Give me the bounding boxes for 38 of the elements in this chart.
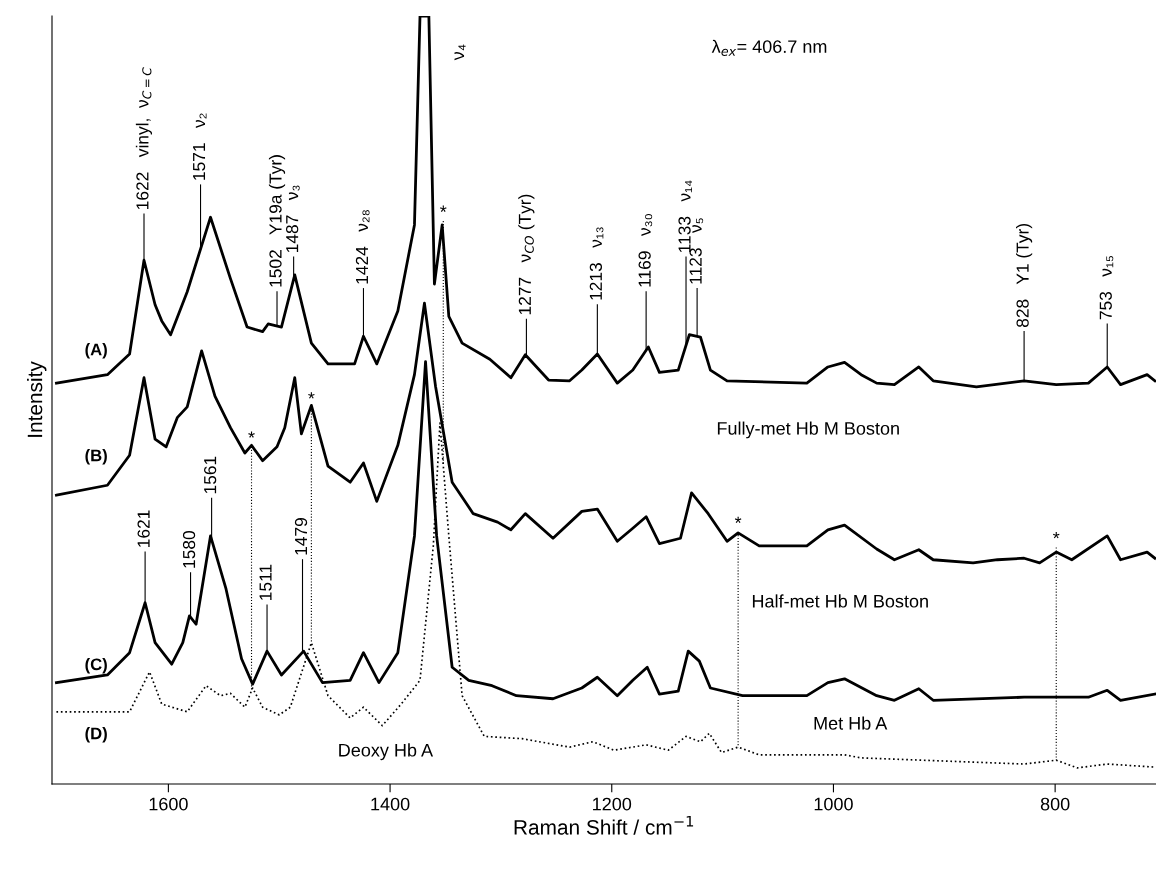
series-label: (A) (85, 343, 107, 359)
y-axis-title: Intensity (27, 361, 47, 437)
annotation: 1479 (294, 518, 308, 555)
annotation: 1511 (259, 564, 272, 600)
annotation: 753 ν₁₅ (1099, 256, 1114, 320)
annotation: * (734, 516, 742, 523)
annotation: 1580 (182, 531, 196, 568)
annotation: Met Hb A (814, 716, 888, 730)
x-tick-label: 1400 (371, 797, 410, 811)
annotation: 1502 Y19a (Tyr) (268, 155, 286, 287)
annotation: Fully-met Hb M Boston (717, 421, 899, 439)
x-tick-label: 1600 (149, 797, 188, 811)
annotation: 1487 ν₃ (286, 185, 300, 252)
annotation: * (308, 392, 315, 399)
annotation: 1622 vinyl, ν$_{C=C}$ (135, 67, 153, 209)
annotation: 1277 ν$_{CO}$ (Tyr) (518, 194, 535, 315)
annotation: 1621 (137, 510, 150, 547)
annotation: 1133 ν₁₄ (678, 180, 692, 252)
annotation: 1169 ν₃₀ (638, 214, 653, 287)
series-label: (B) (85, 449, 107, 465)
annotation: * (440, 205, 447, 212)
annotation: * (248, 431, 255, 438)
annotation: 828 Y1 (Tyr) (1016, 224, 1033, 328)
annotation: ν₄ (454, 44, 466, 61)
x-tick-label: 800 (1040, 797, 1070, 811)
annotation: 1561 (203, 456, 217, 494)
annotation: Half-met Hb M Boston (752, 594, 928, 608)
x-axis-title: Raman Shift / cm$^{−1}$ (514, 815, 694, 835)
annotation: Deoxy Hb A (339, 743, 434, 761)
annotation: 1213 ν₁₃ (589, 227, 604, 300)
annotation: λ$_{ex}$= 406.7 nm (711, 39, 827, 56)
annotation: 1571 ν₂ (193, 113, 207, 180)
annotation: * (1053, 532, 1060, 539)
x-tick-label: 1000 (814, 797, 853, 811)
x-tick-label: 1200 (593, 797, 632, 811)
series-label: (D) (85, 727, 107, 743)
annotation: 1424 ν₂₈ (355, 210, 370, 284)
series-label: (C) (85, 657, 107, 674)
